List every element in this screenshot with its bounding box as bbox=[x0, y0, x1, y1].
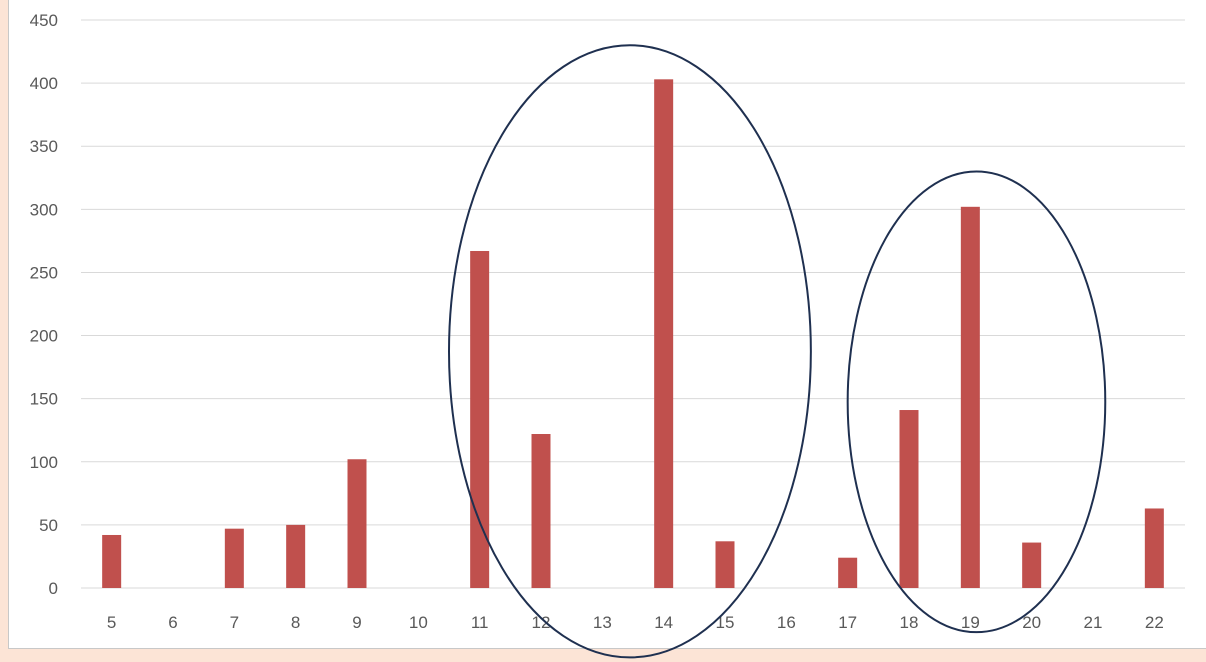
y-tick-label: 400 bbox=[30, 74, 58, 93]
y-tick-label: 200 bbox=[30, 327, 58, 346]
x-tick-label: 12 bbox=[532, 613, 551, 632]
bar-9 bbox=[347, 459, 367, 588]
x-tick-label: 11 bbox=[471, 613, 489, 632]
x-tick-label: 14 bbox=[654, 613, 673, 632]
y-tick-label: 300 bbox=[30, 200, 58, 219]
bar-15 bbox=[715, 541, 735, 588]
bar-7 bbox=[224, 528, 244, 588]
x-tick-label: 19 bbox=[961, 613, 980, 632]
x-tick-label: 9 bbox=[352, 613, 361, 632]
y-tick-label: 100 bbox=[30, 453, 58, 472]
x-tick-label: 13 bbox=[593, 613, 612, 632]
y-tick-label: 350 bbox=[30, 137, 58, 156]
x-tick-label: 8 bbox=[291, 613, 300, 632]
x-tick-label: 22 bbox=[1145, 613, 1164, 632]
chart-area bbox=[8, 0, 1206, 649]
x-tick-label: 20 bbox=[1022, 613, 1041, 632]
x-tick-label: 15 bbox=[716, 613, 735, 632]
x-tick-label: 6 bbox=[168, 613, 177, 632]
bar-12 bbox=[531, 434, 551, 588]
bar-8 bbox=[286, 524, 306, 588]
x-axis-ticks: 5 6 7 8 9 10 11 12 13 14 15 16 17 18 19 20 21 22 bbox=[107, 613, 1164, 632]
x-tick-label: 5 bbox=[107, 613, 116, 632]
bar-11 bbox=[470, 250, 490, 588]
x-tick-label: 16 bbox=[777, 613, 796, 632]
y-tick-label: 0 bbox=[49, 579, 58, 598]
x-tick-label: 10 bbox=[409, 613, 428, 632]
y-tick-label: 150 bbox=[30, 390, 58, 409]
y-axis-ticks: 0 50 100 150 200 250 300 350 400 450 bbox=[30, 11, 58, 598]
bar-17 bbox=[838, 557, 858, 588]
bar-22 bbox=[1144, 508, 1164, 588]
x-tick-label: 21 bbox=[1084, 613, 1103, 632]
annotations bbox=[448, 44, 1107, 659]
bar-20 bbox=[1022, 542, 1042, 588]
bar-14 bbox=[654, 79, 674, 588]
x-tick-label: 17 bbox=[838, 613, 857, 632]
y-tick-label: 450 bbox=[30, 11, 58, 30]
gridlines bbox=[81, 19, 1185, 589]
y-tick-label: 50 bbox=[39, 516, 58, 535]
y-tick-label: 250 bbox=[30, 263, 58, 282]
bar-5 bbox=[102, 534, 122, 588]
bar-19 bbox=[960, 206, 980, 588]
x-tick-label: 7 bbox=[230, 613, 239, 632]
bars bbox=[102, 79, 1164, 588]
bar-18 bbox=[899, 410, 919, 588]
highlight-ellipse-2 bbox=[846, 170, 1107, 634]
x-tick-label: 18 bbox=[900, 613, 919, 632]
highlight-ellipse-1 bbox=[448, 44, 812, 659]
